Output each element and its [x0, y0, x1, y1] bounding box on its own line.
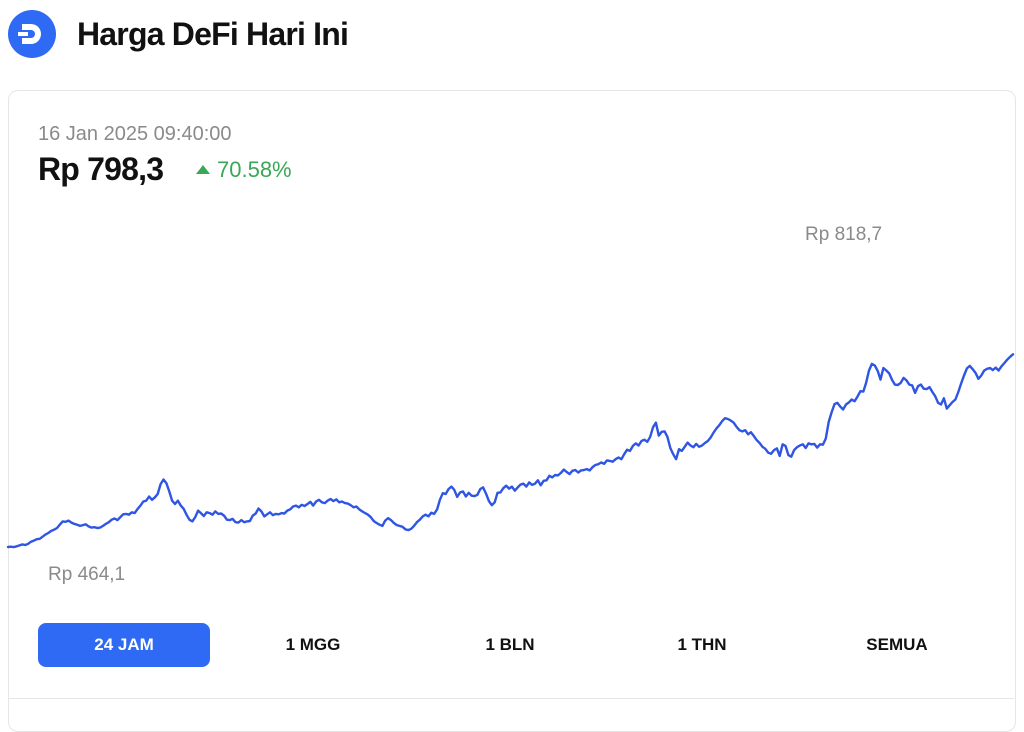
- arrow-up-icon: [196, 164, 210, 174]
- tab-semua[interactable]: SEMUA: [866, 635, 928, 654]
- page-header: Harga DeFi Hari Ini: [0, 0, 1024, 80]
- price-timestamp: 16 Jan 2025 09:40:00: [38, 123, 232, 145]
- card-divider: [8, 698, 1014, 699]
- defi-logo-icon: [8, 10, 56, 58]
- price-change: 70.58%: [196, 156, 292, 184]
- page-title: Harga DeFi Hari Ini: [77, 16, 349, 52]
- tab-1-thn[interactable]: 1 THN: [677, 635, 727, 654]
- tab-1-bln[interactable]: 1 BLN: [485, 635, 535, 654]
- price-change-value: 70.58%: [217, 157, 292, 182]
- tab-1-mgg[interactable]: 1 MGG: [285, 635, 341, 654]
- current-price: Rp 798,3: [38, 151, 164, 187]
- tab-24-jam[interactable]: 24 JAM: [38, 623, 210, 667]
- timeframe-tabs: 24 JAM 1 MGG 1 BLN 1 THN SEMUA: [38, 623, 974, 667]
